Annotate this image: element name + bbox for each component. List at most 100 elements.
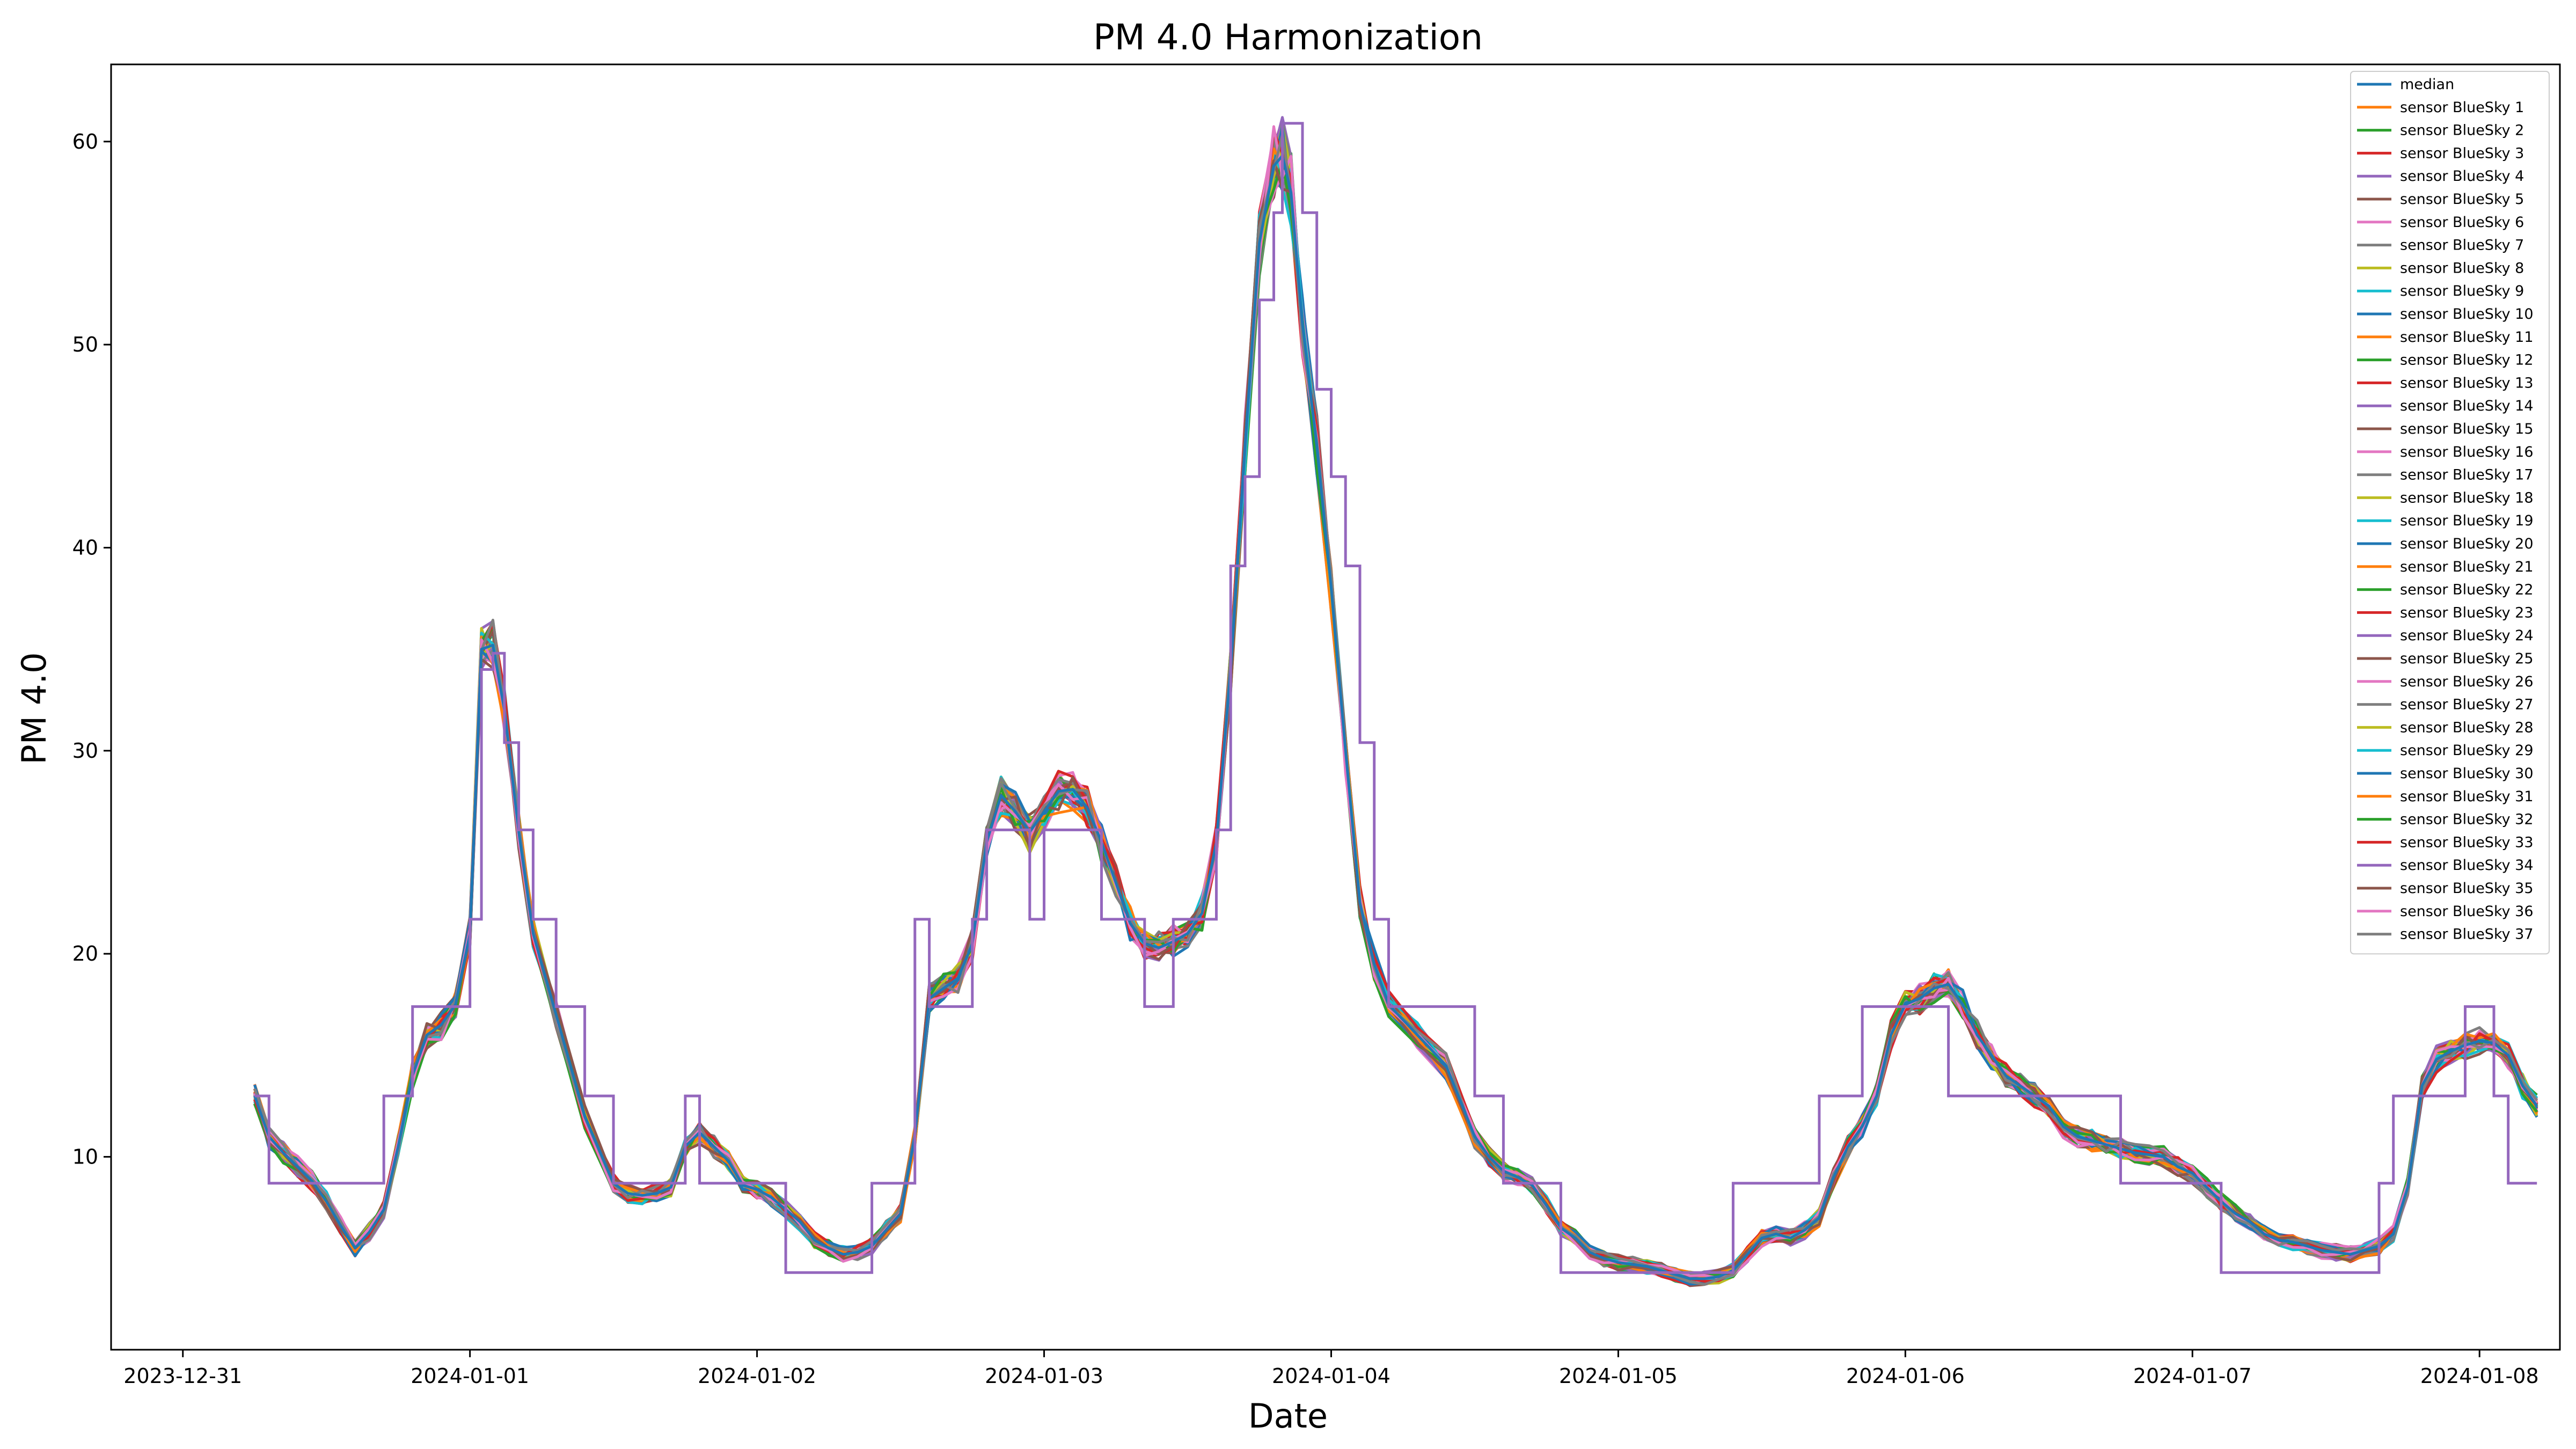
legend-entry: sensor BlueSky 2 — [2400, 122, 2524, 139]
plot-area-frame — [110, 63, 2561, 1351]
y-tick-label: 50 — [72, 333, 98, 356]
legend-entry: sensor BlueSky 27 — [2400, 697, 2534, 713]
series-line — [253, 169, 2538, 1280]
legend-entry: sensor BlueSky 13 — [2400, 375, 2534, 391]
y-tick-label: 10 — [72, 1145, 98, 1169]
series-line — [253, 177, 2538, 1286]
legend-entry: sensor BlueSky 25 — [2400, 650, 2534, 667]
legend-entry: sensor BlueSky 33 — [2400, 834, 2534, 851]
legend-entry: sensor BlueSky 1 — [2400, 99, 2524, 116]
x-axis-label: Date — [1248, 1396, 1328, 1436]
series-line — [253, 126, 2538, 1286]
legend-entry: sensor BlueSky 18 — [2400, 489, 2534, 506]
series-line — [253, 134, 2538, 1283]
x-tick-label: 2024-01-07 — [2133, 1364, 2252, 1388]
series-line — [253, 126, 2538, 1285]
series-line — [253, 129, 2538, 1276]
series-line — [253, 159, 2538, 1279]
y-tick-label: 60 — [72, 130, 98, 153]
legend-entry: sensor BlueSky 23 — [2400, 604, 2534, 621]
series-line — [253, 135, 2538, 1283]
series-line — [253, 142, 2538, 1286]
series-line-stepped — [254, 122, 2537, 1274]
legend-entry: sensor BlueSky 15 — [2400, 421, 2534, 437]
series-line — [253, 139, 2538, 1284]
legend-entry: sensor BlueSky 26 — [2400, 674, 2534, 690]
legend-entry: sensor BlueSky 19 — [2400, 513, 2534, 529]
series-line — [253, 154, 2538, 1280]
series-line — [253, 137, 2538, 1284]
series-layer — [253, 116, 2538, 1287]
y-tick-label: 30 — [72, 739, 98, 763]
series-line — [253, 116, 2538, 1282]
legend-entry: sensor BlueSky 31 — [2400, 788, 2534, 805]
series-line — [253, 159, 2538, 1276]
y-axis: 10 20 30 40 50 60 — [72, 130, 111, 1169]
series-line — [253, 140, 2538, 1277]
series-line — [253, 170, 2538, 1284]
series-line — [253, 161, 2538, 1279]
series-line — [253, 160, 2538, 1277]
legend-entry: sensor BlueSky 30 — [2400, 765, 2534, 782]
series-line — [253, 142, 2538, 1283]
legend-entry: sensor BlueSky 4 — [2400, 168, 2524, 185]
y-tick-label: 20 — [72, 942, 98, 965]
y-tick-label: 40 — [72, 536, 98, 559]
series-line — [253, 145, 2538, 1285]
x-axis: 2023-12-31 2024-01-01 2024-01-02 2024-01-03… — [123, 1350, 2539, 1388]
legend-entry: sensor BlueSky 16 — [2400, 444, 2534, 460]
series-line — [253, 152, 2538, 1278]
legend-entry: sensor BlueSky 21 — [2400, 559, 2534, 575]
series-line — [253, 121, 2538, 1277]
x-tick-label: 2023-12-31 — [123, 1364, 242, 1388]
series-line — [253, 144, 2538, 1276]
series-line — [253, 142, 2538, 1285]
series-line — [253, 151, 2538, 1287]
series-line — [253, 173, 2538, 1284]
legend-entry: sensor BlueSky 32 — [2400, 811, 2534, 828]
legend-entry: sensor BlueSky 7 — [2400, 237, 2524, 254]
legend-entry: sensor BlueSky 5 — [2400, 191, 2524, 208]
legend-entry: sensor BlueSky 10 — [2400, 306, 2534, 323]
legend-entry: sensor BlueSky 34 — [2400, 857, 2534, 874]
legend-entry: sensor BlueSky 36 — [2400, 903, 2534, 920]
x-tick-label: 2024-01-05 — [1559, 1364, 1678, 1388]
chart-title: PM 4.0 Harmonization — [1093, 17, 1483, 58]
series-line — [253, 166, 2538, 1283]
series-line — [253, 119, 2538, 1282]
legend-box — [2350, 71, 2550, 955]
series-line — [253, 130, 2538, 1278]
legend-entry: sensor BlueSky 29 — [2400, 742, 2534, 759]
series-line — [253, 130, 2538, 1283]
legend-entry: sensor BlueSky 3 — [2400, 145, 2524, 162]
legend-entry: sensor BlueSky 28 — [2400, 719, 2534, 736]
series-line — [253, 151, 2538, 1285]
legend-entry: sensor BlueSky 35 — [2400, 880, 2534, 897]
legend-entry: median — [2400, 76, 2454, 93]
x-tick-label: 2024-01-04 — [1272, 1364, 1391, 1388]
legend-entry: sensor BlueSky 11 — [2400, 329, 2534, 346]
legend: median sensor BlueSky 1 sensor BlueSky 2 se… — [2350, 71, 2550, 955]
series-line — [253, 133, 2538, 1286]
legend-entry: sensor BlueSky 24 — [2400, 627, 2534, 644]
x-tick-label: 2024-01-08 — [2420, 1364, 2539, 1388]
series-line — [253, 147, 2538, 1279]
y-axis-label: PM 4.0 — [14, 652, 54, 764]
legend-entry: sensor BlueSky 22 — [2400, 582, 2534, 598]
legend-entry: sensor BlueSky 12 — [2400, 352, 2534, 369]
legend-entry: sensor BlueSky 8 — [2400, 260, 2524, 276]
x-tick-label: 2024-01-06 — [1846, 1364, 1965, 1388]
x-tick-label: 2024-01-02 — [698, 1364, 816, 1388]
series-line — [253, 154, 2538, 1282]
legend-entry: sensor BlueSky 14 — [2400, 398, 2534, 414]
series-line — [253, 159, 2538, 1282]
legend-entry: sensor BlueSky 20 — [2400, 536, 2534, 552]
legend-entry: sensor BlueSky 37 — [2400, 926, 2534, 943]
legend-entry: sensor BlueSky 9 — [2400, 283, 2524, 299]
x-tick-label: 2024-01-03 — [985, 1364, 1103, 1388]
series-line — [253, 131, 2538, 1276]
legend-entry: sensor BlueSky 6 — [2400, 214, 2524, 231]
series-line — [253, 125, 2538, 1280]
